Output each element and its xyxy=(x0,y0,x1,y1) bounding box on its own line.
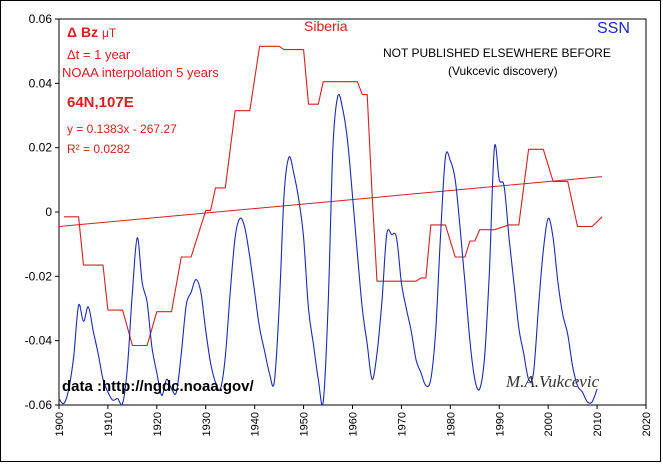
dt-label: Δt = 1 year xyxy=(67,47,131,62)
y-tick-label: 0.04 xyxy=(29,76,53,90)
noaa-label: NOAA interpolation 5 years xyxy=(62,65,219,80)
ssn-label: SSN xyxy=(597,20,630,37)
x-tick-label: 1930 xyxy=(201,412,213,436)
location-label: 64N,107E xyxy=(67,94,134,111)
y-tick-label: -0.04 xyxy=(25,334,53,348)
x-tick-label: 2010 xyxy=(592,412,604,436)
x-tick-label: 2020 xyxy=(641,412,653,436)
signature: M.A.Vukcevic xyxy=(506,372,600,391)
x-tick-label: 1900 xyxy=(54,412,66,436)
chart-title: Siberia xyxy=(304,18,348,34)
series-layer xyxy=(58,45,603,406)
x-tick-label: 1910 xyxy=(103,412,115,436)
y-tick-label: 0.06 xyxy=(29,12,53,26)
trend-equation: y = 0.1383x - 267.27 xyxy=(67,122,177,136)
x-tick-label: 1920 xyxy=(152,412,164,436)
x-tick-label: 1940 xyxy=(250,412,262,436)
dbz-label: Δ Bz μT xyxy=(67,24,116,40)
x-tick-label: 1980 xyxy=(445,412,457,436)
y-tick-label: 0 xyxy=(45,205,52,219)
x-tick-label: 1950 xyxy=(299,412,311,436)
data-source-label: data :http://ngdc.noaa.gov/ xyxy=(62,378,254,395)
y-tick-label: -0.06 xyxy=(25,398,53,412)
trendline xyxy=(58,176,603,227)
dbz-unit: μT xyxy=(101,26,117,40)
x-tick-label: 2000 xyxy=(543,412,555,436)
not-published-label: NOT PUBLISHED ELSEWHERE BEFORE xyxy=(383,46,611,60)
trend-r2: R² = 0.0282 xyxy=(67,142,131,156)
series-line-dbz xyxy=(63,45,603,347)
dbz-symbol: Δ Bz xyxy=(67,24,99,40)
y-tick-label: -0.02 xyxy=(25,269,53,283)
series-line-ssn xyxy=(58,93,598,406)
x-tick-label: 1990 xyxy=(494,412,506,436)
x-tick-label: 1960 xyxy=(348,412,360,436)
y-tick-label: 0.02 xyxy=(29,141,53,155)
discovery-label: (Vukcevic discovery) xyxy=(448,64,558,78)
x-tick-label: 1970 xyxy=(396,412,408,436)
